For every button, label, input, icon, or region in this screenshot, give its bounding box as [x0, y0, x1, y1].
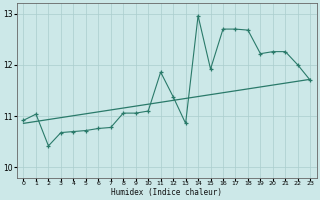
X-axis label: Humidex (Indice chaleur): Humidex (Indice chaleur) — [111, 188, 222, 197]
